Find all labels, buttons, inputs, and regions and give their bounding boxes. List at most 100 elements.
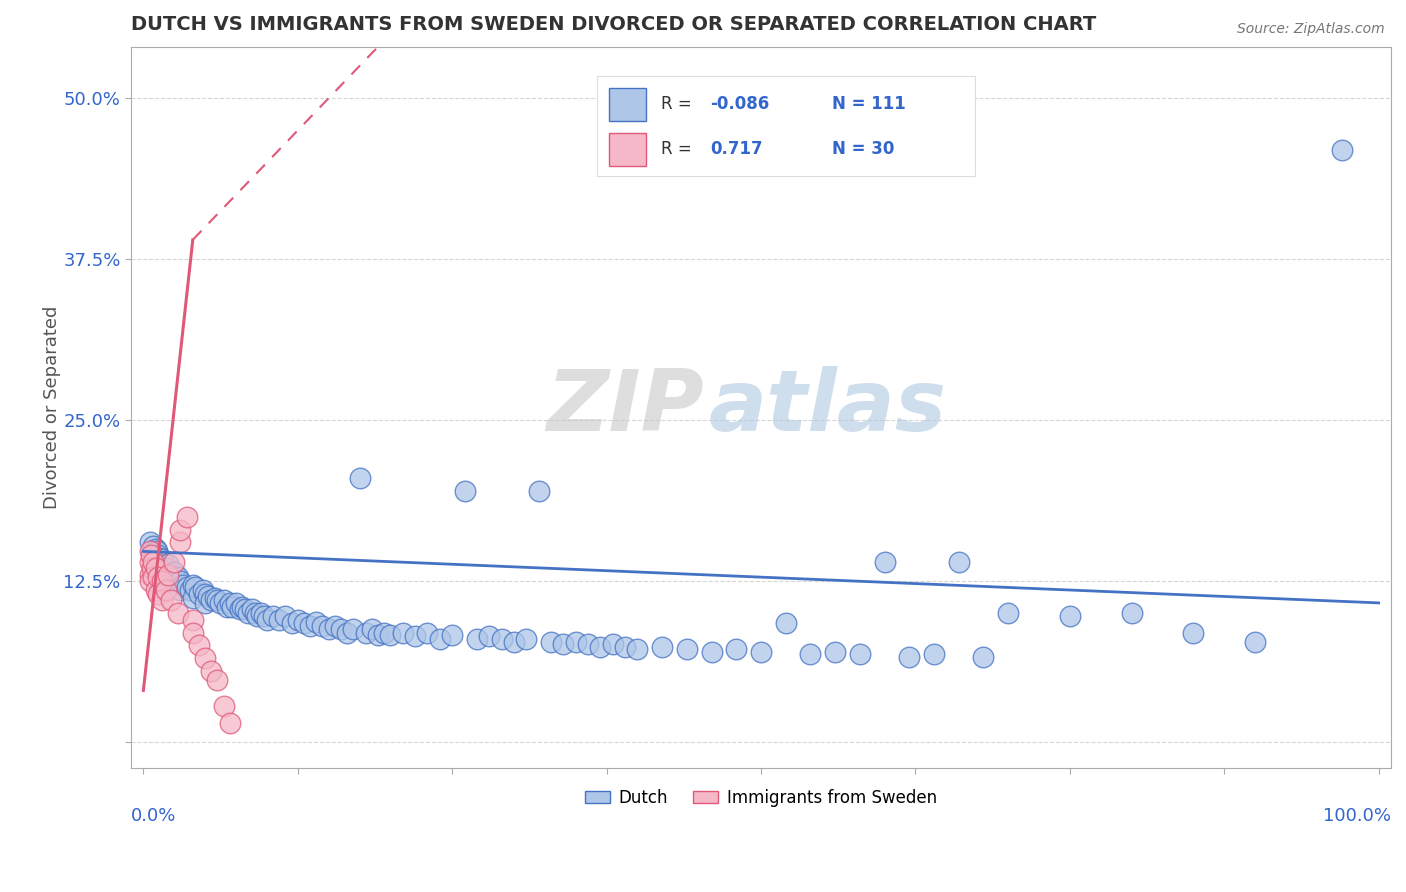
Point: [1121, 606, 1143, 620]
Point: [184, 581, 207, 595]
Point: [354, 625, 377, 640]
Point: [441, 628, 464, 642]
Point: [287, 613, 309, 627]
Point: [262, 608, 284, 623]
Point: [181, 591, 204, 605]
Point: [157, 570, 180, 584]
Point: [145, 561, 167, 575]
Point: [527, 483, 550, 498]
Point: [167, 606, 190, 620]
Point: [197, 590, 219, 604]
Point: [159, 593, 181, 607]
Point: [873, 555, 896, 569]
Point: [229, 602, 252, 616]
Point: [179, 582, 201, 597]
Point: [898, 650, 921, 665]
Point: [299, 619, 322, 633]
Point: [824, 645, 846, 659]
Point: [145, 541, 167, 556]
Point: [146, 544, 169, 558]
Point: [204, 591, 226, 605]
Point: [145, 555, 167, 569]
Point: [849, 648, 872, 662]
Point: [148, 587, 170, 601]
Point: [212, 698, 235, 713]
Point: [269, 613, 291, 627]
Point: [155, 582, 177, 597]
Point: [188, 587, 211, 601]
Point: [218, 596, 240, 610]
Point: [465, 632, 488, 646]
Point: [138, 574, 160, 588]
Point: [948, 555, 970, 569]
Point: [249, 606, 271, 620]
Point: [150, 552, 173, 566]
Point: [157, 558, 180, 572]
Point: [141, 561, 163, 575]
Point: [349, 471, 371, 485]
Point: [922, 648, 945, 662]
Point: [150, 565, 173, 579]
Text: 100.0%: 100.0%: [1323, 807, 1391, 825]
Point: [218, 715, 240, 730]
Point: [243, 606, 266, 620]
Point: [141, 544, 163, 558]
Point: [167, 570, 190, 584]
Point: [225, 596, 247, 610]
Point: [602, 637, 624, 651]
Point: [238, 606, 260, 620]
Point: [416, 625, 439, 640]
Point: [207, 593, 229, 607]
Text: ZIP: ZIP: [547, 366, 704, 449]
Point: [515, 632, 537, 646]
Point: [725, 642, 748, 657]
Point: [181, 578, 204, 592]
Point: [330, 622, 353, 636]
Point: [181, 613, 204, 627]
Point: [145, 582, 167, 597]
Point: [240, 602, 263, 616]
Point: [478, 629, 501, 643]
Point: [149, 558, 172, 572]
Point: [429, 632, 451, 646]
Point: [138, 567, 160, 582]
Point: [367, 628, 389, 642]
Point: [391, 625, 413, 640]
Point: [540, 634, 562, 648]
Point: [233, 602, 256, 616]
Point: [336, 625, 359, 640]
Point: [194, 596, 217, 610]
Point: [138, 544, 160, 558]
Point: [453, 483, 475, 498]
Point: [342, 622, 364, 636]
Point: [191, 582, 214, 597]
Point: [194, 651, 217, 665]
Point: [626, 642, 648, 657]
Point: [775, 616, 797, 631]
Point: [404, 629, 426, 643]
Point: [292, 616, 315, 631]
Point: [142, 570, 165, 584]
Legend: Dutch, Immigrants from Sweden: Dutch, Immigrants from Sweden: [579, 782, 943, 814]
Point: [163, 574, 186, 588]
Point: [194, 587, 217, 601]
Point: [142, 539, 165, 553]
Point: [212, 593, 235, 607]
Point: [799, 648, 821, 662]
Point: [188, 639, 211, 653]
Point: [318, 622, 340, 636]
Point: [553, 637, 575, 651]
Y-axis label: Divorced or Separated: Divorced or Separated: [44, 305, 60, 508]
Point: [169, 523, 191, 537]
Point: [207, 673, 229, 687]
Point: [163, 565, 186, 579]
Point: [361, 622, 384, 636]
Point: [148, 548, 170, 562]
Point: [148, 570, 170, 584]
Point: [589, 640, 612, 654]
Point: [246, 608, 269, 623]
Point: [148, 550, 170, 565]
Point: [576, 637, 599, 651]
Point: [380, 628, 402, 642]
Point: [700, 645, 723, 659]
